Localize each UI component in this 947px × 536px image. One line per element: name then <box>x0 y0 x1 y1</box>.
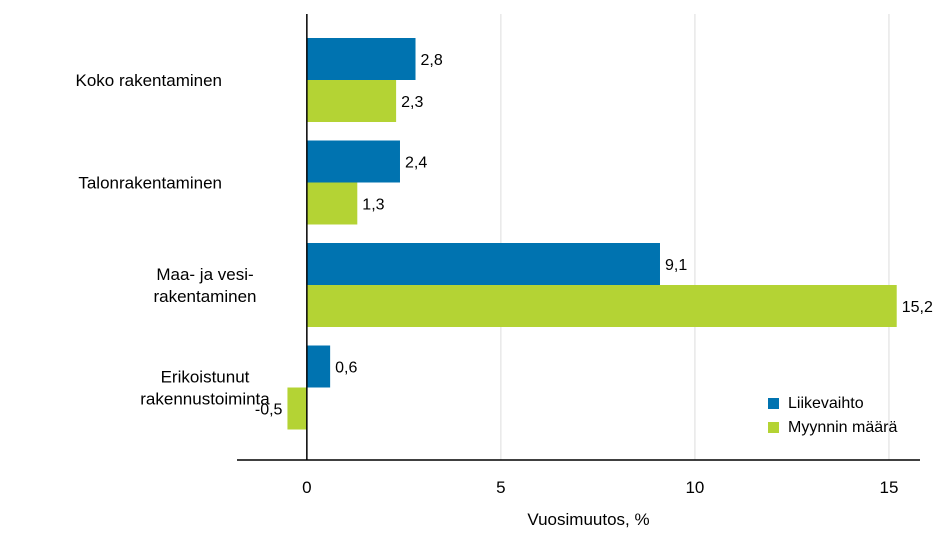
value-label-myynnin-maara-0: 2,3 <box>401 94 423 111</box>
value-label-liikevaihto-2: 9,1 <box>665 257 687 274</box>
gridlines <box>500 14 890 460</box>
x-tick-label-10: 10 <box>685 478 704 497</box>
labels: 2,8 2,4 9,1 0,6 2,3 1,3 15,2 -0,5 Koko rakentami… <box>76 52 933 497</box>
x-tick-label-0: 0 <box>302 478 311 497</box>
category-label-2: Maa- ja vesi-rakentaminen <box>153 265 256 306</box>
bar-myynnin-maara-3 <box>287 387 307 430</box>
bar-liikevaihto-2 <box>306 243 660 285</box>
bars <box>287 38 897 430</box>
bar-liikevaihto-3 <box>306 345 331 388</box>
value-label-myynnin-maara-2: 15,2 <box>902 299 933 316</box>
legend: Liikevaihto Myynnin määrä <box>768 395 897 436</box>
category-label-0: Koko rakentaminen <box>76 71 222 90</box>
legend-label-liikevaihto: Liikevaihto <box>788 395 864 412</box>
bar-myynnin-maara-2 <box>306 285 897 327</box>
x-tick-label-5: 5 <box>496 478 505 497</box>
bar-myynnin-maara-0 <box>306 80 397 122</box>
category-label-1: Talonrakentaminen <box>78 174 222 193</box>
value-label-liikevaihto-3: 0,6 <box>335 360 357 377</box>
x-axis-title: Vuosimuutos, % <box>527 510 649 529</box>
x-tick-label-15: 15 <box>879 478 898 497</box>
bar-myynnin-maara-1 <box>306 182 358 225</box>
value-label-myynnin-maara-1: 1,3 <box>362 197 384 214</box>
value-label-myynnin-maara-3: -0,5 <box>255 402 283 419</box>
bar-liikevaihto-0 <box>306 38 416 80</box>
value-label-liikevaihto-0: 2,8 <box>421 52 443 69</box>
bar-liikevaihto-1 <box>306 140 400 183</box>
legend-label-myynnin-maara: Myynnin määrä <box>788 419 897 436</box>
axes <box>237 14 920 461</box>
value-label-liikevaihto-1: 2,4 <box>405 155 427 172</box>
legend-swatch-liikevaihto <box>768 398 779 409</box>
category-label-3: Erikoistunut rakennustoiminta <box>140 368 270 409</box>
legend-swatch-myynnin-maara <box>768 422 779 433</box>
